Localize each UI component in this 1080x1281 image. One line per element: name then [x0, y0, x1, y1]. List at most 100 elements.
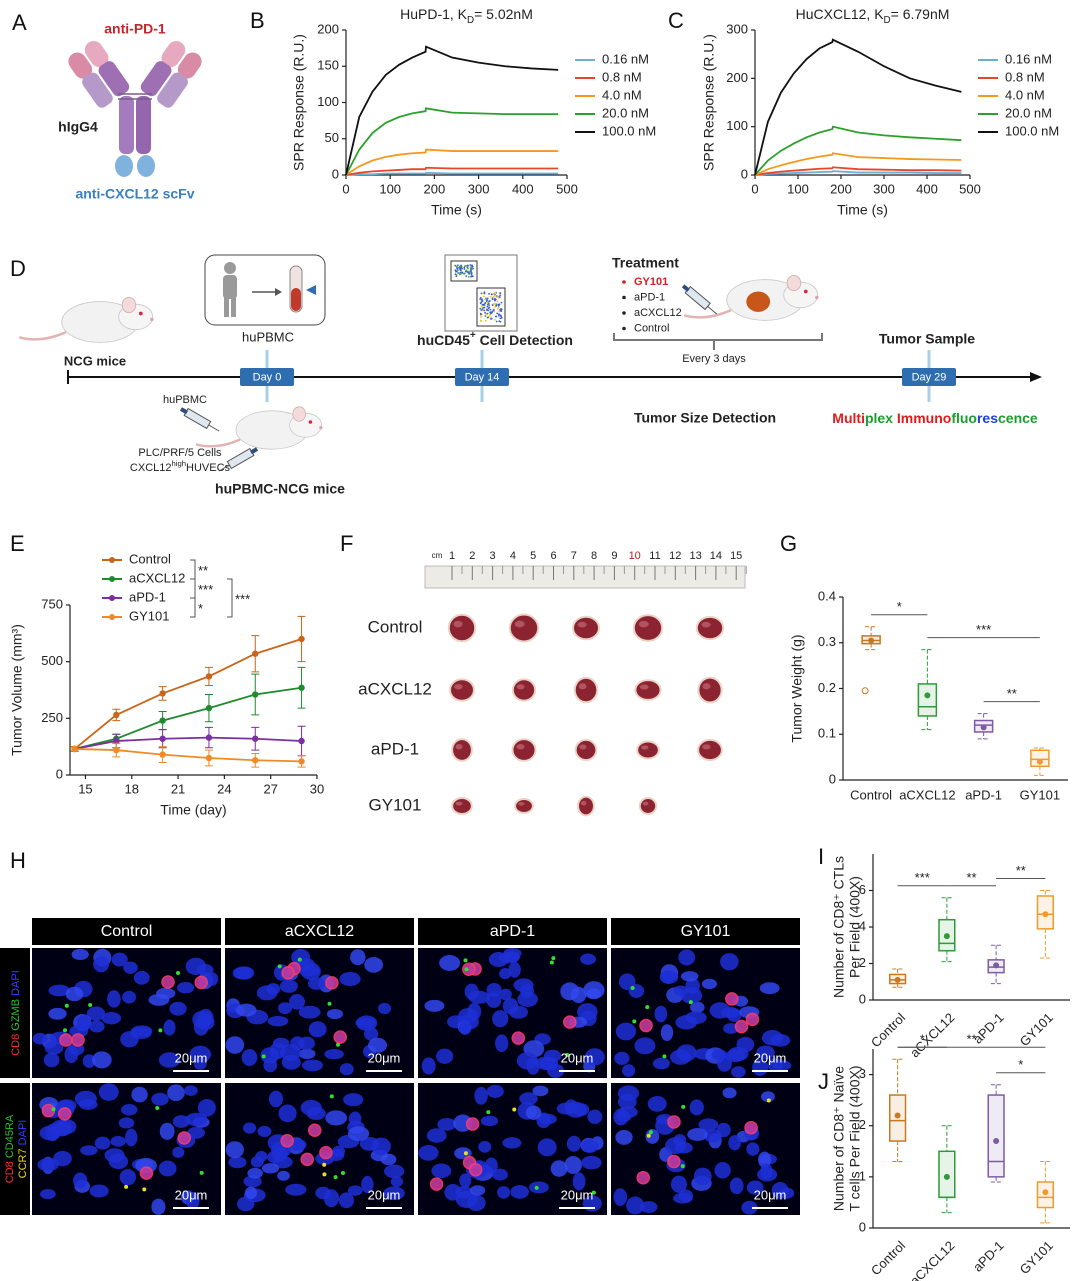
flow-dot [487, 307, 490, 310]
sig-bracket [190, 578, 196, 599]
treatment-item: aPD-1 [634, 291, 665, 303]
nucleus [247, 1167, 263, 1179]
micrograph [611, 1083, 800, 1215]
day-label: Day 14 [465, 371, 500, 383]
box [917, 683, 938, 717]
marker-dot [297, 957, 302, 962]
nucleus [119, 1169, 137, 1186]
series-line [74, 686, 302, 750]
point [252, 757, 259, 764]
nucleus [261, 1163, 280, 1174]
syringe-needle [218, 464, 230, 472]
nucleus [111, 952, 128, 967]
flow-dot [458, 272, 461, 275]
flow-dot [490, 316, 492, 319]
nucleus [436, 1048, 454, 1064]
nucleus [581, 1155, 602, 1170]
marker-dot [322, 1162, 327, 1167]
flow-dot [482, 295, 485, 298]
bullet [622, 280, 626, 284]
text-part: CD8 [10, 1034, 22, 1056]
flow-dot [464, 265, 467, 267]
flow-dot [455, 265, 458, 268]
mean [980, 724, 987, 731]
group-label: aPD-1 [371, 739, 419, 758]
text-part: plex [865, 410, 897, 426]
nucleus [225, 1036, 245, 1054]
point [252, 650, 259, 657]
step-label: Multiplex Immunofluorescence [832, 410, 1038, 426]
cd8-cell [636, 1170, 650, 1185]
nucleus [185, 1192, 200, 1210]
flow-dot [496, 312, 499, 315]
nucleus [44, 1041, 64, 1055]
text-part: D [467, 15, 474, 26]
tumor-highlight [518, 802, 525, 806]
ruler-mark: 13 [689, 550, 701, 562]
nucleus [722, 1087, 737, 1099]
point [298, 635, 305, 643]
flow-dot [499, 317, 502, 320]
flow-dot [467, 267, 469, 270]
cd8-cell [281, 966, 295, 980]
nucleus [731, 1066, 746, 1078]
x-tick-label: GY101 [1017, 1238, 1056, 1277]
nucleus [307, 977, 326, 990]
flow-dot [479, 319, 482, 322]
flow-dot [484, 311, 487, 314]
sig-label: * [198, 601, 203, 616]
bullet [622, 311, 626, 315]
ruler-mark: 7 [571, 550, 577, 562]
legend-label: aCXCL12 [129, 570, 185, 585]
flow-dot [481, 292, 484, 295]
y-tick-label: 300 [726, 21, 748, 36]
tumor [574, 738, 598, 762]
nucleus [486, 982, 502, 997]
flow-gate [476, 287, 506, 327]
nucleus [263, 1057, 278, 1073]
legend-label: 0.16 nM [602, 51, 649, 66]
flow-dot [484, 302, 487, 304]
day-badge [240, 368, 294, 386]
nucleus [197, 1098, 216, 1117]
nucleus [298, 1005, 321, 1019]
y-axis-label: Per Field (400X) [847, 876, 863, 978]
y-tick-label: 750 [41, 596, 63, 611]
nucleus [243, 1122, 257, 1134]
nucleus [339, 1063, 354, 1076]
text-part: HuPD-1, K [400, 6, 468, 22]
cd8-cell [307, 1123, 322, 1138]
pointer [306, 285, 316, 295]
whisker [977, 731, 990, 740]
point [113, 737, 120, 745]
nucleus [583, 981, 605, 1000]
nucleus [728, 1046, 749, 1061]
series-line [345, 107, 559, 176]
panel-label: H [10, 848, 26, 873]
tumor [514, 798, 534, 814]
nucleus [277, 1170, 290, 1181]
nucleus [539, 1056, 559, 1071]
tumor [508, 613, 540, 643]
whisker [892, 968, 903, 975]
step-label: huPBMC-NCG mice [215, 481, 345, 497]
nucleus [350, 949, 366, 966]
flow-dot [460, 269, 462, 271]
flow-dot [465, 275, 468, 278]
nucleus [532, 1085, 549, 1097]
marker-dot [341, 1171, 346, 1176]
x-tick-label: 300 [468, 181, 490, 196]
step-label: huPBMC [242, 329, 294, 344]
nucleus [614, 1051, 630, 1065]
y-tick-label: 0 [741, 166, 748, 181]
whisker [892, 1058, 903, 1096]
column-header-bg [611, 918, 800, 945]
sig-bracket [190, 597, 196, 618]
nucleus [243, 1175, 262, 1188]
cd8-cell [177, 1131, 191, 1145]
text-part: cence [998, 410, 1038, 426]
whisker [865, 643, 878, 651]
nucleus [92, 1051, 112, 1069]
mouse-ear [121, 296, 137, 314]
text-part: CCR7 [17, 1148, 29, 1178]
